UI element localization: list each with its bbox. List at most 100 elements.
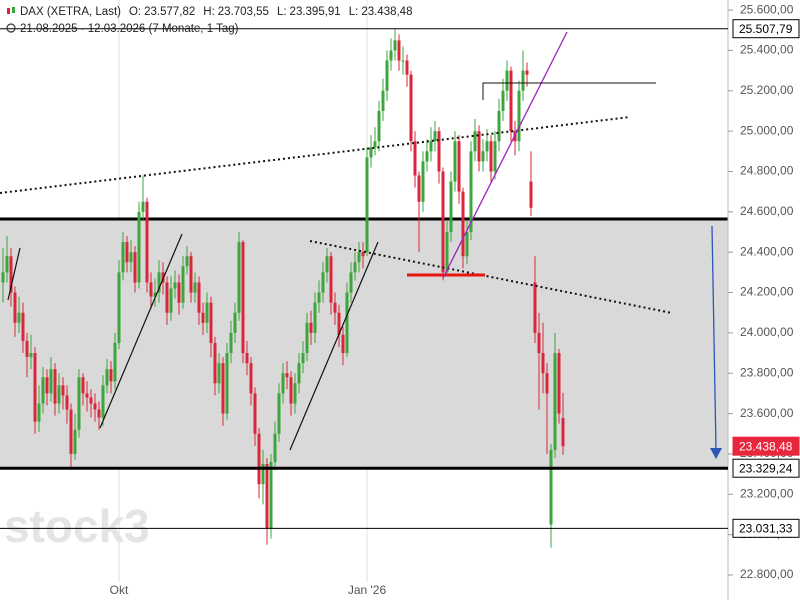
candle-body bbox=[365, 157, 369, 253]
candle-body bbox=[221, 363, 225, 414]
candle-body bbox=[277, 393, 281, 434]
candle-body bbox=[405, 60, 409, 75]
candle-body bbox=[165, 282, 169, 313]
candle-body bbox=[181, 266, 185, 303]
candle-body bbox=[437, 131, 441, 172]
candle-body bbox=[65, 395, 69, 410]
candle-body bbox=[369, 147, 373, 158]
icon bbox=[7, 7, 15, 14]
candle-body bbox=[81, 377, 85, 394]
trend-line bbox=[442, 31, 568, 279]
candles bbox=[1, 28, 565, 548]
candle-body bbox=[245, 353, 249, 364]
watermark: stock3 bbox=[4, 500, 150, 552]
candle-body bbox=[481, 151, 485, 162]
arrow bbox=[711, 225, 717, 451]
y-tick-label: 23.800,00 bbox=[740, 365, 794, 379]
y-tick-label: 23.600,00 bbox=[740, 406, 794, 420]
candle-body bbox=[237, 242, 241, 313]
candle-body bbox=[97, 409, 101, 418]
candle-body bbox=[425, 151, 429, 162]
candle-body bbox=[401, 60, 405, 62]
candle-body bbox=[5, 256, 9, 273]
candle-body bbox=[105, 369, 109, 386]
candle-body bbox=[329, 256, 333, 303]
candle-body bbox=[333, 302, 337, 313]
candle-body bbox=[213, 342, 217, 384]
candle-body bbox=[545, 373, 549, 394]
candle-body bbox=[149, 282, 153, 297]
candle-body bbox=[185, 256, 189, 267]
candle-body bbox=[433, 131, 437, 142]
candle-body bbox=[385, 60, 389, 91]
candle-body bbox=[313, 302, 317, 333]
candle-body bbox=[253, 393, 257, 434]
candle-body bbox=[73, 429, 77, 454]
candle-body bbox=[17, 312, 21, 323]
candle-body bbox=[89, 397, 93, 404]
candle-body bbox=[57, 385, 61, 404]
candle-body bbox=[233, 312, 237, 333]
candle-body bbox=[161, 272, 165, 283]
quote-value: 23.438,48 bbox=[361, 6, 413, 18]
candle-body bbox=[553, 353, 557, 450]
candle-body bbox=[201, 312, 205, 323]
candle-body bbox=[257, 433, 261, 485]
price-tag bbox=[732, 436, 800, 456]
symbol: DAX (XETRA, Last) bbox=[20, 6, 121, 18]
candle-body bbox=[473, 131, 477, 152]
candle-body bbox=[441, 171, 445, 273]
quote-value: 23.703,55 bbox=[217, 6, 269, 18]
candle-body bbox=[297, 363, 301, 384]
trend-line bbox=[309, 240, 673, 314]
candle-body bbox=[517, 90, 521, 142]
candle-body bbox=[549, 449, 553, 525]
y-tick-label: 25.200,00 bbox=[740, 83, 794, 97]
range-zone bbox=[0, 219, 728, 468]
candle-body bbox=[197, 282, 201, 313]
candle-body bbox=[109, 369, 113, 382]
y-tick-label: 25.400,00 bbox=[740, 43, 794, 57]
candle-body bbox=[461, 191, 465, 257]
candle-body bbox=[169, 288, 173, 313]
candle-body bbox=[465, 232, 469, 257]
candle-body bbox=[417, 175, 421, 202]
price-tag-label: 25.507,79 bbox=[739, 22, 793, 36]
candle-body bbox=[273, 433, 277, 463]
candle-body bbox=[377, 110, 381, 142]
candle-body bbox=[261, 464, 265, 485]
y-tick-label: 24.000,00 bbox=[740, 325, 794, 339]
trend-line bbox=[99, 233, 183, 429]
quote-label: L: bbox=[348, 6, 359, 18]
candle-body bbox=[525, 70, 529, 75]
candle-body bbox=[93, 403, 97, 410]
y-tick-label: 25.000,00 bbox=[740, 123, 794, 137]
candle-body bbox=[285, 373, 289, 378]
y-tick-label: 23.200,00 bbox=[740, 486, 794, 500]
candle-body bbox=[141, 201, 145, 212]
candle-body bbox=[1, 272, 5, 283]
candle-body bbox=[345, 292, 349, 354]
candle-body bbox=[249, 363, 253, 394]
candle-body bbox=[121, 242, 125, 273]
candle-body bbox=[381, 90, 385, 111]
candle-body bbox=[129, 252, 133, 263]
candle-body bbox=[485, 141, 489, 152]
candle-body bbox=[37, 403, 41, 422]
candle-body bbox=[125, 242, 129, 263]
candle-body bbox=[493, 141, 497, 172]
candle-body bbox=[177, 282, 181, 303]
candle-body bbox=[537, 332, 541, 354]
candle-body bbox=[281, 373, 285, 394]
candle-body bbox=[133, 252, 137, 283]
date-range: 21.08.2025 - 12.03.2026 (7 Monate, 1 Tag… bbox=[20, 23, 239, 35]
candle-body bbox=[421, 161, 425, 202]
candle-body bbox=[61, 385, 65, 396]
candle-body bbox=[317, 292, 321, 303]
candle-body bbox=[77, 377, 81, 430]
y-tick-label: 25.600,00 bbox=[740, 2, 794, 16]
candle-body bbox=[157, 272, 161, 293]
price-tag-label: 23.329,24 bbox=[739, 461, 793, 475]
candle-body bbox=[33, 353, 37, 422]
